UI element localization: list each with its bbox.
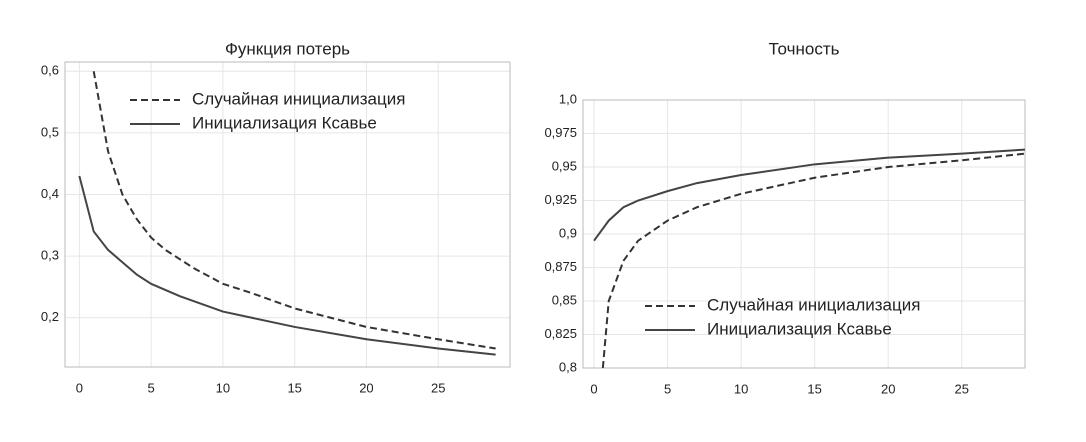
x-tick-label: 0 [76,380,83,395]
x-tick-label: 5 [664,381,671,396]
y-tick-label: 0,925 [544,192,577,207]
y-tick-label: 0,85 [552,292,577,307]
y-tick-label: 0,9 [559,225,577,240]
y-tick-label: 0,875 [544,259,577,274]
y-tick-label: 0,95 [552,158,577,173]
y-tick-label: 0,3 [41,248,59,263]
y-tick-label: 0,2 [41,309,59,324]
y-tick-label: 0,8 [559,359,577,374]
x-tick-label: 25 [955,381,969,396]
plot-frame [64,61,511,368]
chart-title: Точность [769,39,840,58]
line [593,148,1025,242]
legend-label: Инициализация Ксавье [707,319,892,338]
x-tick-label: 25 [431,380,445,395]
line [601,152,1025,368]
x-tick-label: 10 [734,381,748,396]
plot-frame [582,99,1026,369]
chart-title: Функция потерь [225,39,350,58]
y-tick-label: 0,6 [41,63,59,78]
y-tick-label: 0,5 [41,124,59,139]
legend-label: Случайная инициализация [707,295,920,314]
y-tick-label: 0,975 [544,125,577,140]
y-tick-label: 1,0 [559,91,577,106]
legend-label: Случайная инициализация [192,89,405,108]
y-tick-label: 0,825 [544,326,577,341]
chart: Точность 0,8 0,825 0,85 0,875 0,9 0,925 0,95 0,9… [544,39,1026,396]
x-tick-label: 15 [287,380,301,395]
x-tick-label: 5 [148,380,155,395]
x-tick-label: 20 [359,380,373,395]
y-tick-label: 0,4 [41,186,59,201]
x-tick-label: 10 [216,380,230,395]
line [78,175,496,356]
line [92,71,496,350]
legend-label: Инициализация Ксавье [192,113,377,132]
x-tick-label: 15 [807,381,821,396]
x-tick-label: 20 [881,381,895,396]
chart: Функция потерь 0,2 0,3 0,4 0,5 0,6 0 5 10 15 20 25 С… [41,39,511,395]
x-tick-label: 0 [590,381,597,396]
